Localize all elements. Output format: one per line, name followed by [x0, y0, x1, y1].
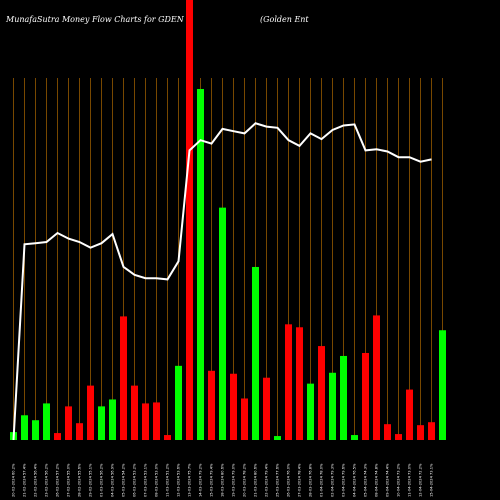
x-tick-label: 22-02-2024 56.4% — [34, 463, 38, 497]
bar-up — [98, 406, 105, 440]
money-flow-bars — [10, 0, 446, 440]
x-tick-label: 08-03-2024 53.0% — [155, 463, 159, 497]
bar-down — [296, 327, 303, 440]
bar-up — [21, 415, 28, 440]
bar-down — [263, 377, 270, 440]
bar-down — [373, 315, 380, 440]
x-tick-label: 18-03-2024 80.6% — [221, 463, 225, 497]
bar-down — [76, 423, 83, 440]
x-tick-label: 12-04-2024 72.2% — [419, 463, 423, 497]
x-tick-label: 09-04-2024 74.4% — [386, 463, 390, 497]
x-tick-label: 28-02-2024 55.6% — [78, 463, 82, 497]
bar-up — [329, 372, 336, 440]
x-tick-label: 05-04-2024 74.3% — [364, 463, 368, 497]
x-tick-label: 14-03-2024 79.2% — [199, 463, 203, 497]
x-tick-label: 11-04-2024 73.0% — [408, 463, 412, 497]
bar-down — [384, 424, 391, 440]
bar-down — [230, 373, 237, 440]
x-tick-label: 21-03-2024 80.6% — [254, 463, 258, 497]
x-tick-label: 05-03-2024 54.2% — [122, 463, 126, 497]
bar-down — [87, 385, 94, 440]
x-tick-label: 02-04-2024 79.3% — [331, 463, 335, 497]
bar-down — [164, 435, 171, 440]
x-tick-label: 26-02-2024 57.2% — [56, 463, 60, 497]
bar-up — [274, 436, 281, 440]
x-tick-label: 21-02-2024 57.4% — [23, 463, 27, 497]
x-tick-label: 25-03-2024 77.6% — [276, 463, 280, 497]
bar-down — [131, 385, 138, 440]
bar-down — [186, 0, 193, 440]
x-tick-label: 22-03-2024 79.4% — [265, 463, 269, 497]
x-tick-label: 01-03-2024 56.2% — [100, 463, 104, 497]
bar-up — [439, 330, 446, 440]
bar-up — [340, 355, 347, 440]
bar-up — [109, 399, 116, 440]
x-tick-label: 08-04-2024 74.8% — [375, 463, 379, 497]
bar-down — [362, 352, 369, 440]
x-tick-label: 27-03-2024 78.4% — [298, 463, 302, 497]
x-tick-label: 19-03-2024 79.0% — [232, 463, 236, 497]
x-tick-label: 07-03-2024 53.1% — [144, 463, 148, 497]
bar-down — [285, 324, 292, 440]
bar-up — [219, 207, 226, 440]
x-tick-label: 29-02-2024 55.1% — [89, 463, 93, 497]
bar-down — [428, 422, 435, 440]
x-tick-label: 15-04-2024 73.1% — [430, 463, 434, 497]
chart-title: MunafaSutra Money Flow Charts for GDEN — [5, 15, 185, 24]
bar-down — [318, 346, 325, 440]
x-tick-label: 20-02-2024 60.2% — [12, 463, 16, 497]
x-tick-label: 23-02-2024 56.2% — [45, 463, 49, 497]
bar-down — [120, 316, 127, 440]
x-tick-label: 10-04-2024 73.2% — [397, 463, 401, 497]
x-tick-label: 28-03-2024 76.8% — [309, 463, 313, 497]
bar-down — [241, 398, 248, 440]
bar-up — [43, 403, 50, 440]
x-tick-label: 26-03-2024 76.0% — [287, 463, 291, 497]
bar-down — [417, 425, 424, 440]
price-line — [12, 122, 432, 441]
x-tick-label: 01-04-2024 78.0% — [320, 463, 324, 497]
x-axis-labels: 20-02-2024 60.2% 21-02-2024 57.4% 22-02-20… — [12, 463, 434, 497]
x-tick-label: 12-03-2024 53.6% — [177, 463, 181, 497]
bar-up — [307, 383, 314, 440]
x-tick-label: 04-03-2024 56.9% — [111, 463, 115, 497]
x-tick-label: 13-03-2024 75.7% — [188, 463, 192, 497]
price-line-layer — [12, 122, 432, 441]
bar-down — [208, 370, 215, 440]
bar-down — [65, 406, 72, 440]
bar-down — [153, 402, 160, 440]
bar-up — [197, 88, 204, 440]
bar-up — [252, 266, 259, 440]
bar-down — [54, 433, 61, 440]
x-tick-label: 06-03-2024 53.2% — [133, 463, 137, 497]
x-tick-label: 15-03-2024 79.4% — [210, 463, 214, 497]
x-tick-label: 11-03-2024 51.2% — [166, 463, 170, 497]
bar-up — [32, 420, 39, 440]
x-tick-label: 27-02-2024 55.0% — [67, 463, 71, 497]
chart-subtitle: (Golden Ent — [260, 15, 309, 24]
x-tick-label: 04-04-2024 76.5% — [353, 463, 357, 497]
bar-down — [406, 389, 413, 440]
bar-down — [142, 403, 149, 440]
bar-up — [351, 435, 358, 440]
bar-down — [395, 434, 402, 440]
x-tick-label: 03-04-2024 79.6% — [342, 463, 346, 497]
x-tick-label: 20-03-2024 78.2% — [243, 463, 247, 497]
bar-up — [175, 365, 182, 440]
